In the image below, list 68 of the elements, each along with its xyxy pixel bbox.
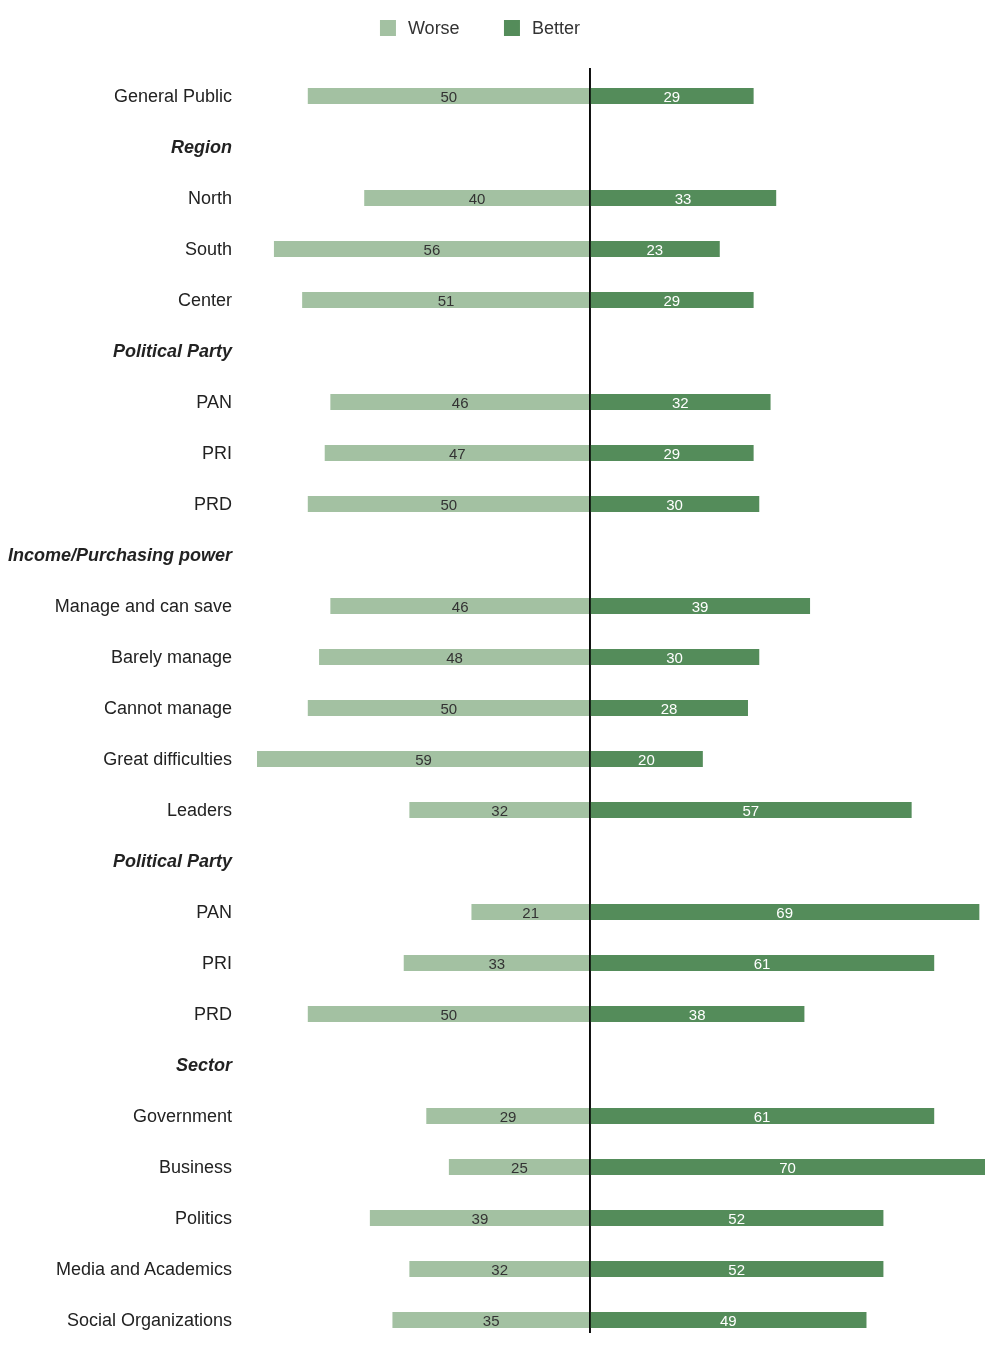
data-label: 52 [728, 1261, 746, 1278]
y-tick-label: Politics [174, 1208, 232, 1228]
data-label: 51 [437, 292, 455, 309]
y-tick-label: Government [132, 1106, 232, 1126]
data-label: 33 [674, 190, 692, 207]
data-label: 32 [491, 1261, 509, 1278]
data-label: 30 [666, 649, 683, 666]
data-label: 50 [440, 88, 458, 105]
data-label: 50 [440, 496, 458, 513]
data-label: 33 [488, 955, 506, 972]
data-label: 57 [742, 802, 760, 819]
data-label: 69 [776, 904, 793, 921]
data-label: 25 [511, 1159, 528, 1176]
y-tick-label: Leaders [166, 800, 232, 820]
data-label: 29 [663, 292, 681, 309]
data-label: 21 [522, 904, 540, 921]
legend-label: Better [531, 18, 580, 38]
y-tick-label: North [187, 188, 232, 208]
y-tick-label: Manage and can save [54, 596, 232, 616]
y-tick-label: Media and Academics [55, 1259, 232, 1279]
data-label: 48 [446, 649, 463, 666]
data-label: 29 [663, 88, 681, 105]
y-tick-label: PRI [201, 443, 232, 463]
data-label: 40 [468, 190, 486, 207]
y-tick-label: South [184, 239, 232, 259]
y-tick-label: Barely manage [110, 647, 232, 667]
data-label: 39 [471, 1210, 489, 1227]
y-tick-label: Cannot manage [103, 698, 232, 718]
y-tick-label: Great difficulties [103, 749, 232, 769]
data-label: 28 [660, 700, 678, 717]
data-label: 23 [646, 241, 664, 258]
data-label: 30 [666, 496, 683, 513]
y-tick-label: Political Party [112, 851, 233, 871]
bar [471, 904, 590, 920]
y-tick-label: PRI [201, 953, 232, 973]
y-tick-label: Business [158, 1157, 232, 1177]
data-label: 38 [688, 1006, 706, 1023]
data-label: 50 [440, 700, 458, 717]
data-label: 32 [671, 394, 689, 411]
y-tick-label: Income/Purchasing power [7, 545, 233, 565]
data-label: 20 [638, 751, 655, 768]
data-label: 59 [415, 751, 432, 768]
y-tick-label: Center [177, 290, 232, 310]
y-tick-label: Sector [175, 1055, 233, 1075]
y-tick-label: PRD [193, 1004, 232, 1024]
data-label: 39 [691, 598, 709, 615]
data-label: 50 [440, 1006, 458, 1023]
data-label: 61 [753, 1108, 771, 1125]
legend-label: Worse [407, 18, 460, 38]
data-label: 56 [423, 241, 441, 258]
data-label: 70 [779, 1159, 796, 1176]
data-label: 49 [719, 1312, 737, 1329]
y-tick-label: Region [171, 137, 232, 157]
y-tick-label: General Public [113, 86, 232, 106]
data-label: 29 [499, 1108, 517, 1125]
y-tick-label: PAN [196, 902, 232, 922]
y-tick-label: PRD [193, 494, 232, 514]
y-tick-label: Social Organizations [66, 1310, 232, 1330]
data-label: 52 [728, 1210, 746, 1227]
y-tick-label: Political Party [112, 341, 233, 361]
data-label: 35 [482, 1312, 500, 1329]
data-label: 46 [451, 598, 469, 615]
data-label: 46 [451, 394, 469, 411]
data-label: 29 [663, 445, 681, 462]
data-label: 32 [491, 802, 509, 819]
data-label: 61 [753, 955, 771, 972]
y-tick-label: PAN [196, 392, 232, 412]
data-label: 47 [449, 445, 466, 462]
